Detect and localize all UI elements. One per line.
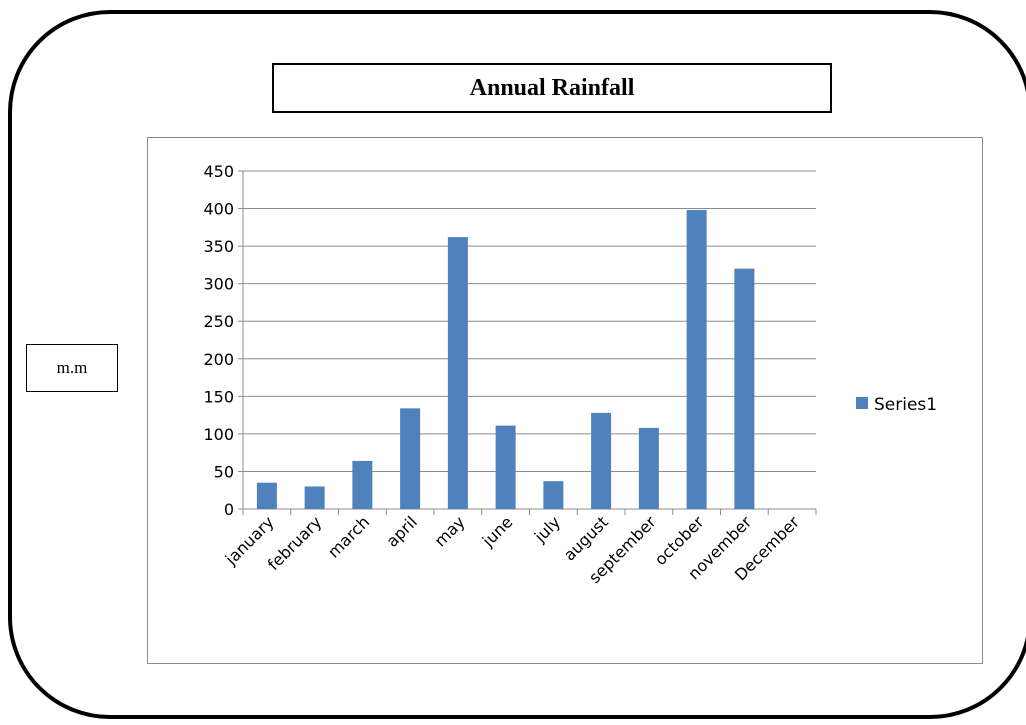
y-tick-label: 450 xyxy=(203,162,234,181)
bar-april xyxy=(400,408,421,509)
x-category-label: march xyxy=(324,512,373,561)
bar-january xyxy=(256,482,277,509)
y-tick-label: 50 xyxy=(214,462,234,481)
bar-february xyxy=(304,486,325,509)
chart-title-box: Annual Rainfall xyxy=(272,63,832,113)
bar-march xyxy=(352,460,373,509)
bar-may xyxy=(447,237,468,509)
x-category-label: may xyxy=(431,512,469,550)
x-category-label: april xyxy=(382,512,420,550)
y-tick-label: 350 xyxy=(203,237,234,256)
legend-label: Series1 xyxy=(874,395,937,415)
x-category-label: july xyxy=(530,512,564,546)
chart-title: Annual Rainfall xyxy=(469,74,635,101)
x-category-label: june xyxy=(478,512,517,551)
y-tick-label: 0 xyxy=(224,500,234,519)
bar-august xyxy=(591,412,612,509)
y-tick-label: 200 xyxy=(203,350,234,369)
y-tick-label: 150 xyxy=(203,387,234,406)
unit-label-box: m.m xyxy=(26,344,118,392)
bar-june xyxy=(495,425,516,509)
bar-october xyxy=(686,210,707,509)
y-tick-label: 400 xyxy=(203,200,234,219)
chart-area: 0 50 100 150 200 250 300 350 400 450 january februa… xyxy=(147,137,983,664)
unit-label: m.m xyxy=(56,358,88,377)
bar-november xyxy=(734,268,755,509)
bar-chart: 050100150200250300350400450januaryfebrua… xyxy=(203,162,937,587)
bar-july xyxy=(543,481,564,509)
y-tick-label: 250 xyxy=(203,312,234,331)
y-tick-label: 300 xyxy=(203,275,234,294)
y-tick-label: 100 xyxy=(203,425,234,444)
legend-swatch xyxy=(856,397,868,409)
bar-september xyxy=(638,427,659,509)
